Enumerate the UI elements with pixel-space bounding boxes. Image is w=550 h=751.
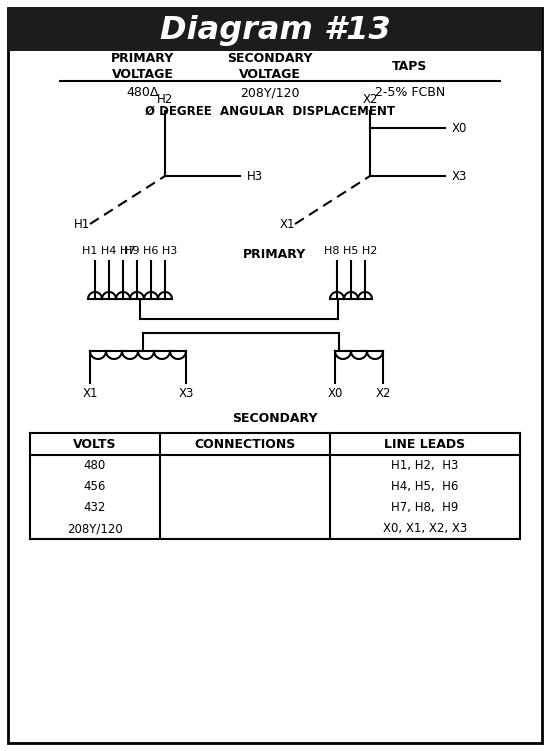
Text: CONNECTIONS: CONNECTIONS <box>194 438 296 451</box>
Text: X1: X1 <box>279 218 295 231</box>
Text: H3: H3 <box>247 170 263 182</box>
Text: X0: X0 <box>327 387 343 400</box>
Text: 480: 480 <box>84 459 106 472</box>
Text: SECONDARY
VOLTAGE: SECONDARY VOLTAGE <box>227 53 313 82</box>
Text: 456: 456 <box>84 480 106 493</box>
Text: H1, H2,  H3: H1, H2, H3 <box>391 459 459 472</box>
Text: H4, H5,  H6: H4, H5, H6 <box>391 480 459 493</box>
Text: 208Y/120: 208Y/120 <box>67 522 123 535</box>
Text: X3: X3 <box>178 387 194 400</box>
Text: H2: H2 <box>157 93 173 106</box>
Text: X0: X0 <box>452 122 468 134</box>
Text: PRIMARY
VOLTAGE: PRIMARY VOLTAGE <box>111 53 175 82</box>
Text: SECONDARY: SECONDARY <box>232 412 318 426</box>
Text: H9 H6 H3: H9 H6 H3 <box>124 246 178 256</box>
Text: Diagram #13: Diagram #13 <box>160 14 390 46</box>
Text: 480Δ: 480Δ <box>127 86 159 99</box>
Text: H8 H5 H2: H8 H5 H2 <box>324 246 378 256</box>
Text: 2-5% FCBN: 2-5% FCBN <box>375 86 445 99</box>
Text: X0, X1, X2, X3: X0, X1, X2, X3 <box>383 522 467 535</box>
Text: Ø DEGREE  ANGULAR  DISPLACEMENT: Ø DEGREE ANGULAR DISPLACEMENT <box>145 104 395 117</box>
Text: VOLTS: VOLTS <box>73 438 117 451</box>
Bar <box>8 8 542 51</box>
Text: 208Y/120: 208Y/120 <box>240 86 300 99</box>
Text: TAPS: TAPS <box>392 61 428 74</box>
Text: H7, H8,  H9: H7, H8, H9 <box>391 501 459 514</box>
Text: PRIMARY: PRIMARY <box>243 248 307 261</box>
Text: X1: X1 <box>82 387 98 400</box>
Text: X2: X2 <box>375 387 390 400</box>
Text: H1 H4 H7: H1 H4 H7 <box>82 246 136 256</box>
Text: X3: X3 <box>452 170 468 182</box>
Text: H1: H1 <box>74 218 90 231</box>
Text: LINE LEADS: LINE LEADS <box>384 438 465 451</box>
Text: X2: X2 <box>362 93 378 106</box>
Text: 432: 432 <box>84 501 106 514</box>
